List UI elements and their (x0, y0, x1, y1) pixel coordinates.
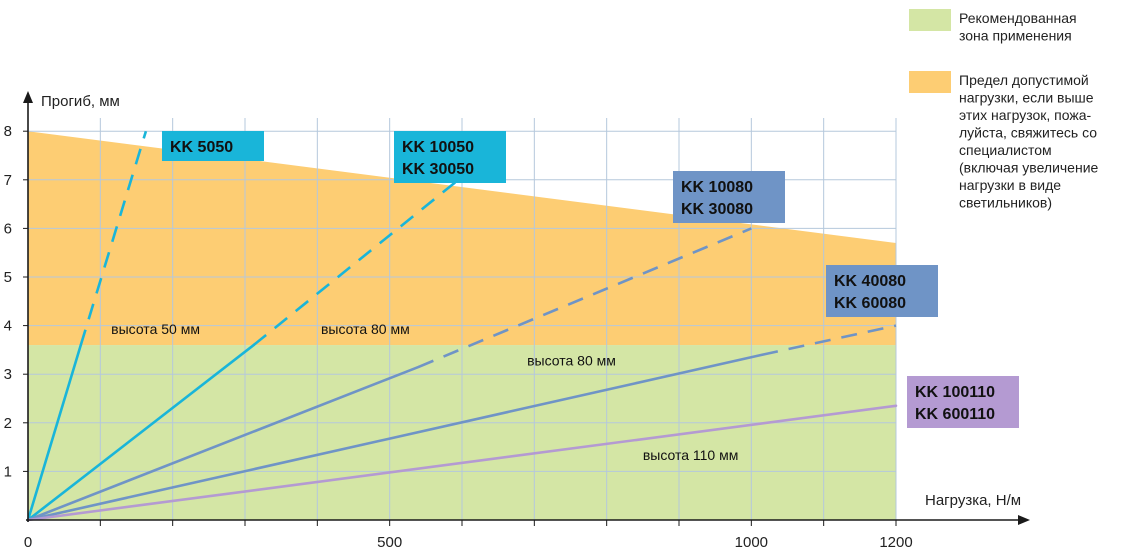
y-tick-label: 3 (4, 366, 12, 383)
legend-label-limit: специалистом (959, 142, 1052, 158)
y-axis-title: Прогиб, мм (41, 93, 120, 110)
y-tick-label: 2 (4, 415, 12, 432)
series-line-dashed (418, 227, 752, 369)
y-tick-label: 5 (4, 269, 12, 286)
legend-label-limit: нагрузки, если выше (959, 90, 1094, 106)
x-axis-arrow (1018, 515, 1030, 525)
legend-swatch-recommended (909, 9, 951, 31)
series-label: KK 100110 (915, 384, 995, 401)
series-label: KK 60080 (834, 295, 906, 312)
series-line-solid (26, 365, 420, 522)
legend-label-recommended: Рекомендованная (959, 10, 1077, 26)
x-axis-title: Нагрузка, Н/м (925, 492, 1021, 509)
series-kk10050 (26, 178, 460, 522)
series-kk40080 (26, 324, 897, 522)
series-line-dashed (761, 324, 897, 357)
legend-label-limit: луйста, свяжитесь со (959, 125, 1097, 141)
x-tick-label: 1000 (735, 534, 768, 550)
legend-swatch-limit (909, 71, 951, 93)
y-tick-label: 8 (4, 123, 12, 140)
height-annotation: высота 110 мм (643, 447, 739, 463)
series-label: KK 40080 (834, 273, 906, 290)
series-label-box-bg (907, 376, 1019, 428)
series-label: KK 30050 (402, 161, 474, 178)
x-tick-label: 0 (24, 534, 32, 550)
series-line-dashed (79, 130, 148, 346)
series-label: KK 600110 (915, 406, 995, 423)
x-tick-label: 1200 (879, 534, 912, 550)
height-annotation: высота 50 мм (111, 321, 200, 337)
series-kk100110 (26, 404, 898, 522)
series-kk10080 (26, 227, 752, 522)
series-label-box-bg (826, 265, 938, 317)
series-label-box-kk100110: KK 100110 KK 600110 (907, 376, 1019, 428)
x-tick-label: 500 (377, 534, 402, 550)
series-line-solid (26, 404, 898, 522)
y-tick-label: 6 (4, 220, 12, 237)
series-label-box-kk10080: KK 10080 KK 30080 (673, 171, 785, 223)
y-axis-arrow (23, 91, 33, 103)
legend-label-limit: (включая увеличение (959, 160, 1099, 176)
series-line-solid (26, 343, 83, 522)
series-label-box-bg (394, 131, 506, 183)
height-annotation: высота 80 мм (321, 321, 410, 337)
series-label-box-kk10050: KK 10050 KK 30050 (394, 131, 506, 183)
series-label: KK 30080 (681, 201, 753, 218)
series-label: KK 10080 (681, 179, 753, 196)
legend-label-limit: нагрузки в виде (959, 177, 1061, 193)
series-line-dashed (252, 178, 460, 347)
legend: Рекомендованная зона применения Предел доп… (909, 9, 1099, 211)
series-label-box-bg (673, 171, 785, 223)
series-label: KK 5050 (170, 139, 233, 156)
legend-label-recommended: зона применения (959, 28, 1072, 44)
series-line-solid (26, 353, 764, 522)
series-label: KK 10050 (402, 139, 474, 156)
series-line-solid (26, 343, 255, 522)
legend-label-limit: Предел допустимой (959, 72, 1089, 88)
series-label-box-kk40080: KK 40080 KK 60080 (826, 265, 938, 317)
y-tick-label: 4 (4, 318, 12, 335)
series-label-box-kk5050: KK 5050 (162, 131, 264, 161)
series-kk5050 (26, 130, 148, 522)
series-label-box-bg (162, 131, 264, 161)
y-tick-label: 1 (4, 463, 12, 480)
height-annotation: высота 80 мм (527, 352, 616, 368)
legend-label-limit: светильников) (959, 195, 1052, 211)
y-tick-label: 7 (4, 172, 12, 189)
legend-label-limit: этих нагрузок, пожа- (959, 107, 1092, 123)
